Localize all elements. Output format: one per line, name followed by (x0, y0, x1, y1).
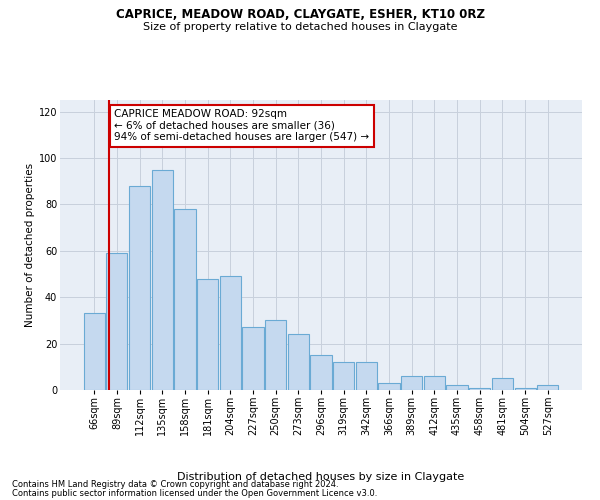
Bar (379, 383, 400, 390)
Text: Distribution of detached houses by size in Claygate: Distribution of detached houses by size … (178, 472, 464, 482)
Bar (333, 362, 354, 390)
Bar (265, 320, 286, 390)
Text: Contains HM Land Registry data © Crown copyright and database right 2024.: Contains HM Land Registry data © Crown c… (12, 480, 338, 489)
Bar (424, 376, 445, 390)
Text: CAPRICE, MEADOW ROAD, CLAYGATE, ESHER, KT10 0RZ: CAPRICE, MEADOW ROAD, CLAYGATE, ESHER, K… (115, 8, 485, 20)
Text: Size of property relative to detached houses in Claygate: Size of property relative to detached ho… (143, 22, 457, 32)
Bar (129, 186, 150, 390)
Bar (537, 386, 558, 390)
Text: Contains public sector information licensed under the Open Government Licence v3: Contains public sector information licen… (12, 488, 377, 498)
Bar (310, 355, 332, 390)
Bar (242, 328, 263, 390)
Bar (106, 253, 127, 390)
Bar (84, 314, 105, 390)
Bar (152, 170, 173, 390)
Bar (469, 388, 490, 390)
Bar (288, 334, 309, 390)
Bar (401, 376, 422, 390)
Bar (515, 388, 536, 390)
Bar (446, 386, 467, 390)
Bar (197, 278, 218, 390)
Y-axis label: Number of detached properties: Number of detached properties (25, 163, 35, 327)
Bar (356, 362, 377, 390)
Bar (492, 378, 513, 390)
Bar (175, 209, 196, 390)
Text: CAPRICE MEADOW ROAD: 92sqm
← 6% of detached houses are smaller (36)
94% of semi-: CAPRICE MEADOW ROAD: 92sqm ← 6% of detac… (114, 110, 370, 142)
Bar (220, 276, 241, 390)
